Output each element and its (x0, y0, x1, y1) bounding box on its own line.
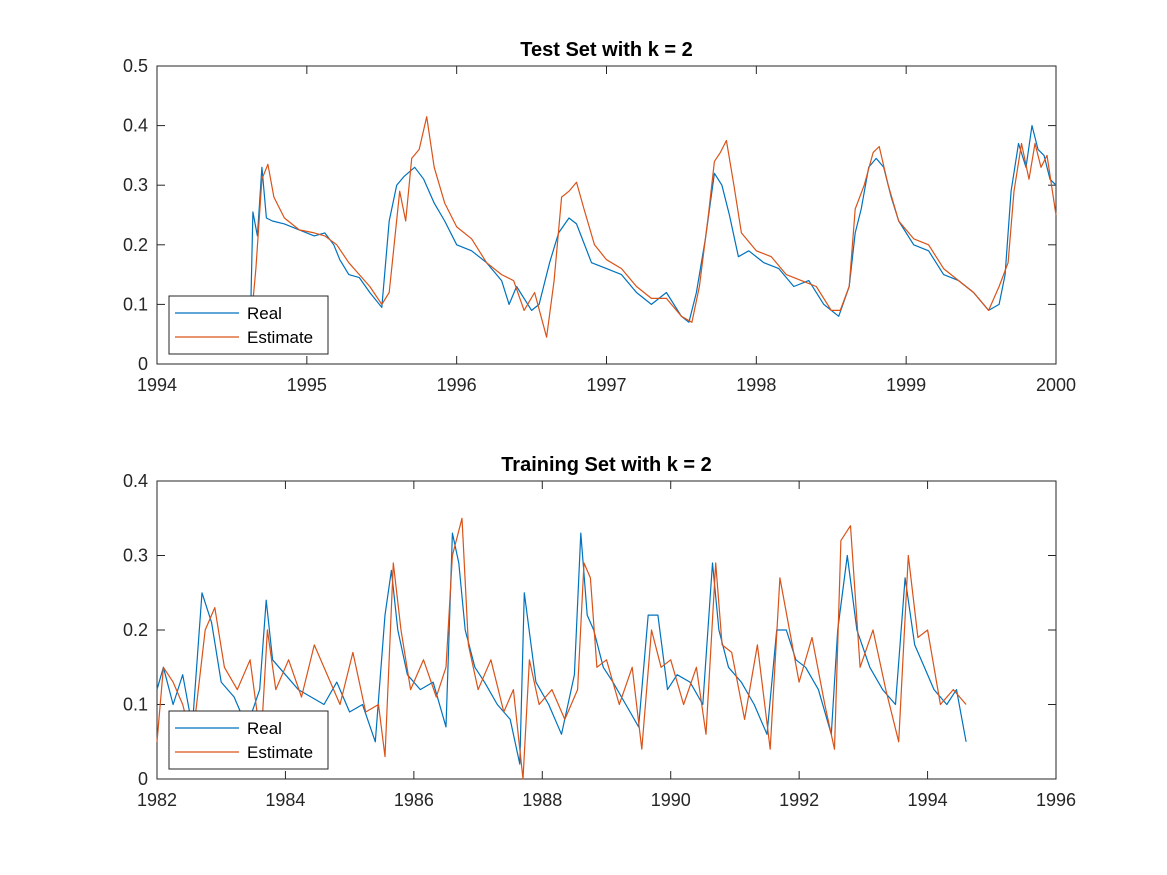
training-set-xtick-label: 1992 (779, 790, 819, 810)
training-set-xtick-label: 1988 (522, 790, 562, 810)
test-set-xtick-label: 1996 (437, 375, 477, 395)
test-set-ytick-label: 0.2 (123, 235, 148, 255)
training-set-title: Training Set with k = 2 (501, 454, 712, 476)
training-set-xtick-label: 1990 (651, 790, 691, 810)
training-set-legend: Real Estimate (168, 710, 329, 770)
test-set-ytick-label: 0.3 (123, 175, 148, 195)
test-set-xtick-label: 2000 (1036, 375, 1076, 395)
training-set-ytick-label: 0.2 (123, 620, 148, 640)
test-set-xtick-label: 1997 (586, 375, 626, 395)
test-set-legend-label-estimate: Estimate (247, 328, 313, 347)
test-set-ticks: 1994 1995 1996 1997 1998 1999 2000 0 0.1 0.2 0.3 0.… (123, 56, 1076, 395)
test-set-legend: Real Estimate (168, 295, 329, 355)
training-set-legend-box (168, 710, 329, 770)
test-set-ytick-label: 0.1 (123, 294, 148, 314)
test-set-series (249, 116, 1057, 347)
test-set-xtick-label: 1995 (287, 375, 327, 395)
test-set-legend-box (168, 295, 329, 355)
test-set-ytick-label: 0 (138, 354, 148, 374)
test-set-xtick-label: 1994 (137, 375, 177, 395)
test-set-xtick-label: 1999 (886, 375, 926, 395)
test-set-ytick-label: 0.4 (123, 116, 148, 136)
training-set-legend-label-estimate: Estimate (247, 743, 313, 762)
training-set-ytick-label: 0.1 (123, 695, 148, 715)
training-set-series-estimate-line (156, 517, 967, 780)
test-set-series-estimate-line (249, 116, 1057, 338)
test-set-chart: Test Set with k = 2 1994 1995 1996 1997 1998… (123, 39, 1076, 395)
training-set-ytick-label: 0.4 (123, 471, 148, 491)
training-set-legend-label-real: Real (247, 719, 282, 738)
training-set-ticks: 1982 1984 1986 1988 1990 1992 1994 1996 0 0.1 0.2 0… (123, 471, 1076, 810)
training-set-ytick-label: 0 (138, 769, 148, 789)
training-set-xtick-label: 1994 (908, 790, 948, 810)
training-set-ytick-label: 0.3 (123, 546, 148, 566)
test-set-title: Test Set with k = 2 (520, 39, 692, 61)
test-set-legend-label-real: Real (247, 304, 282, 323)
test-set-xtick-label: 1998 (736, 375, 776, 395)
test-set-ytick-label: 0.5 (123, 56, 148, 76)
training-set-series (156, 517, 967, 780)
training-set-xtick-label: 1982 (137, 790, 177, 810)
training-set-xtick-label: 1986 (394, 790, 434, 810)
training-set-xtick-label: 1984 (265, 790, 305, 810)
training-set-xtick-label: 1996 (1036, 790, 1076, 810)
training-set-chart: Training Set with k = 2 1982 1984 1986 1988… (123, 454, 1076, 810)
